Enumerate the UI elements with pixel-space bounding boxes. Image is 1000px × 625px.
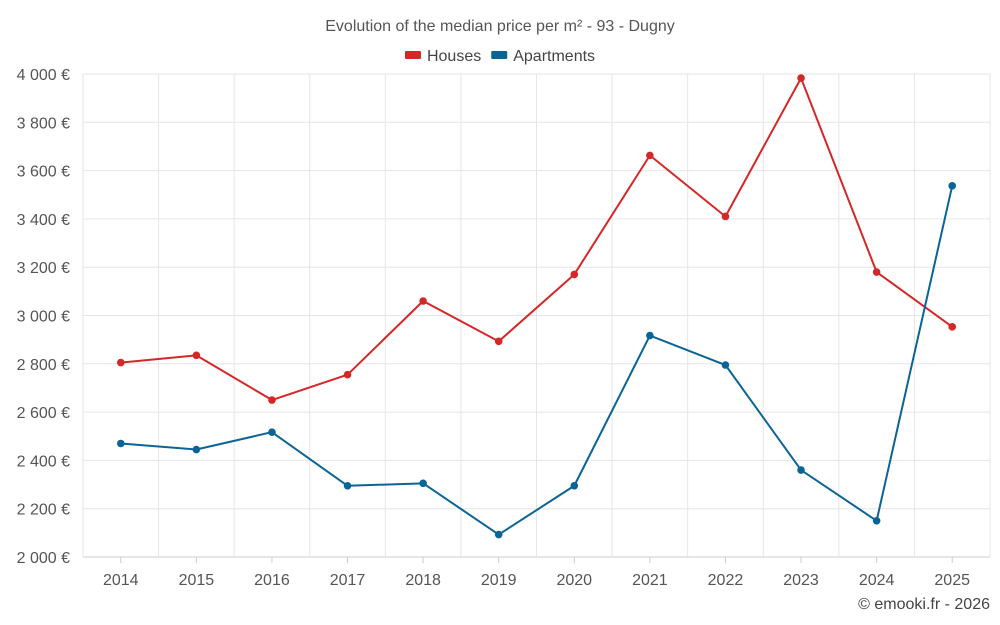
series-line-apartments: [120, 185, 954, 536]
y-tick-label: 2 200 €: [17, 502, 70, 519]
legend-swatch-houses: [404, 51, 421, 59]
x-tick-label: 2024: [859, 572, 895, 589]
legend-label-apartments: Apartments: [513, 48, 595, 65]
data-point-apartments[interactable]: [721, 361, 730, 369]
x-tick-label: 2014: [103, 572, 139, 589]
data-point-apartments[interactable]: [570, 481, 579, 490]
data-point-houses[interactable]: [948, 323, 957, 331]
y-tick-label: 2 600 €: [17, 405, 70, 422]
data-point-apartments[interactable]: [872, 516, 881, 525]
y-tick-label: 4 000 €: [17, 67, 70, 84]
series-apartments: [116, 182, 957, 539]
data-point-apartments[interactable]: [343, 481, 352, 490]
x-tick-label: 2020: [556, 572, 592, 589]
x-tick-label: 2018: [405, 572, 441, 589]
data-point-houses[interactable]: [872, 268, 881, 276]
series-houses: [116, 74, 957, 404]
legend-swatch-apartments: [491, 51, 508, 59]
series-line-houses: [120, 77, 953, 402]
data-point-apartments[interactable]: [192, 445, 201, 454]
legend-label-houses: Houses: [427, 48, 481, 65]
grid: [82, 73, 991, 558]
credit-text: © emooki.fr - 2026: [858, 596, 990, 613]
data-point-apartments[interactable]: [116, 439, 125, 448]
y-tick-label: 3 400 €: [17, 212, 70, 229]
series-layer: [116, 74, 957, 539]
y-tick-label: 2 000 €: [17, 550, 70, 567]
data-point-houses[interactable]: [797, 74, 805, 82]
y-tick-label: 2 400 €: [17, 453, 70, 470]
y-tick-label: 2 800 €: [17, 357, 70, 374]
x-tick-label: 2019: [481, 572, 517, 589]
data-point-houses[interactable]: [721, 212, 730, 221]
data-point-houses[interactable]: [343, 370, 352, 379]
y-tick-label: 3 600 €: [17, 164, 70, 181]
x-tick-label: 2021: [632, 572, 668, 589]
data-point-apartments[interactable]: [948, 182, 957, 190]
x-tick-label: 2023: [783, 572, 819, 589]
y-axis: 2 000 € 2 200 € 2 400 € 2 600 € 2 800 € 3 000…: [17, 67, 70, 567]
x-axis: 2014 2015 2016 2017 2018 2019 2020 2021 2022 2023…: [103, 557, 970, 589]
data-point-apartments[interactable]: [268, 428, 276, 436]
data-point-houses[interactable]: [192, 351, 201, 360]
data-point-houses[interactable]: [646, 151, 654, 160]
legend[interactable]: Houses Apartments: [404, 48, 595, 65]
x-tick-label: 2015: [179, 572, 215, 589]
data-point-houses[interactable]: [116, 358, 125, 367]
y-tick-label: 3 200 €: [17, 260, 70, 277]
legend-item-houses[interactable]: Houses: [404, 48, 481, 65]
legend-item-apartments[interactable]: Apartments: [491, 48, 595, 65]
y-tick-label: 3 000 €: [17, 309, 70, 326]
y-tick-label: 3 800 €: [17, 115, 70, 132]
x-tick-label: 2022: [708, 572, 744, 589]
data-point-apartments[interactable]: [419, 479, 427, 488]
x-tick-label: 2016: [254, 572, 290, 589]
chart-title: Evolution of the median price per m² - 9…: [325, 18, 675, 35]
data-point-apartments[interactable]: [797, 466, 805, 474]
x-tick-label: 2025: [934, 572, 970, 589]
x-tick-label: 2017: [330, 572, 366, 589]
data-point-apartments[interactable]: [494, 530, 503, 539]
data-point-houses[interactable]: [268, 396, 276, 404]
data-point-houses[interactable]: [419, 297, 427, 305]
data-point-houses[interactable]: [494, 337, 503, 346]
data-point-apartments[interactable]: [646, 331, 654, 340]
data-point-houses[interactable]: [570, 270, 579, 279]
